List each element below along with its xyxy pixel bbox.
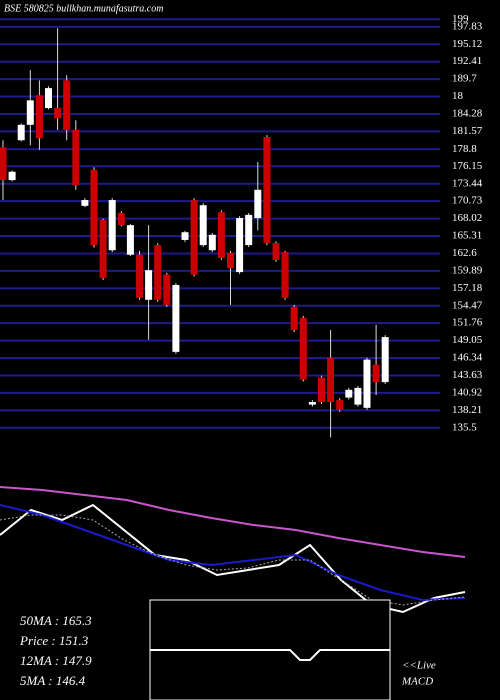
candle-body: [45, 88, 52, 109]
candle-body: [0, 147, 7, 181]
candle-body: [181, 232, 189, 240]
y-tick-label: 197.83: [452, 20, 483, 32]
candle-body: [345, 389, 353, 398]
candle-body: [136, 254, 143, 298]
candle-body: [117, 212, 125, 226]
candle-body: [154, 245, 162, 300]
candle-body: [227, 252, 234, 269]
candle-body: [17, 124, 25, 141]
y-tick-label: 162.6: [452, 247, 477, 259]
y-tick-label: 181.57: [452, 125, 483, 137]
y-tick-label: 146.34: [452, 352, 483, 364]
candle-body: [208, 234, 216, 251]
ma-line: [0, 486, 466, 558]
y-tick-label: 199: [452, 13, 469, 25]
ma-line: [0, 514, 466, 606]
candle-body: [81, 200, 89, 206]
candle-body: [172, 284, 180, 352]
y-tick-label: 18: [452, 90, 464, 102]
macd-line: [150, 649, 390, 661]
legend-label: 12MA : 147.9: [20, 653, 92, 668]
candle-body: [217, 212, 225, 258]
candle-body: [236, 218, 244, 273]
candle-body: [354, 387, 362, 405]
candle-body: [318, 377, 325, 403]
candle-body: [327, 357, 335, 403]
y-tick-label: 189.7: [452, 73, 477, 85]
y-tick-label: 135.5: [452, 421, 477, 433]
candle-body: [245, 214, 253, 246]
candle-body: [199, 205, 207, 246]
candle-body: [381, 337, 389, 383]
y-tick-label: 173.44: [452, 177, 483, 189]
macd-title: MACD: [401, 676, 433, 688]
candle-body: [190, 200, 198, 275]
y-tick-label: 176.15: [452, 160, 483, 172]
candle-body: [72, 129, 80, 186]
candle-body: [90, 169, 98, 246]
candle-body: [35, 95, 43, 139]
legend-label: 5MA : 146.4: [20, 673, 86, 688]
candle-body: [126, 225, 134, 255]
candle-body: [99, 220, 107, 278]
y-tick-label: 195.12: [452, 38, 482, 50]
candle-body: [290, 306, 298, 330]
y-tick-label: 149.05: [452, 334, 483, 346]
chart-title: BSE 580825 bullkhan.munafasutra.com: [4, 3, 163, 14]
candle-body: [263, 137, 271, 244]
candle-body: [8, 171, 16, 181]
candle-body: [281, 252, 289, 298]
y-tick-label: 138.21: [452, 404, 482, 416]
candle-body: [26, 100, 34, 125]
candle-body: [363, 359, 371, 408]
candle-body: [372, 364, 380, 383]
legend-label: 50MA : 165.3: [20, 613, 92, 628]
candle-body: [336, 400, 344, 410]
y-tick-label: 184.28: [452, 108, 483, 120]
macd-live-label: <<Live: [402, 660, 436, 672]
candle-body: [54, 108, 62, 119]
y-tick-label: 143.63: [452, 369, 483, 381]
y-tick-label: 168.02: [452, 212, 482, 224]
candle-body: [308, 402, 316, 405]
candle-body: [163, 274, 171, 305]
y-tick-label: 154.47: [452, 299, 483, 311]
y-tick-label: 178.8: [452, 143, 477, 155]
legend-label: Price : 151.3: [19, 633, 89, 648]
candle-body: [108, 200, 116, 251]
y-tick-label: 140.92: [452, 386, 482, 398]
y-tick-label: 192.41: [452, 55, 482, 67]
y-tick-label: 151.76: [452, 317, 483, 329]
y-tick-label: 165.31: [452, 230, 482, 242]
candle-body: [63, 80, 71, 130]
candle-body: [254, 189, 262, 219]
candle-body: [299, 317, 307, 380]
y-tick-label: 159.89: [452, 264, 483, 276]
candle-body: [145, 270, 153, 300]
y-tick-label: 157.18: [452, 282, 483, 294]
ma-line: [0, 504, 466, 602]
y-tick-label: 170.73: [452, 195, 483, 207]
candle-body: [272, 243, 280, 260]
